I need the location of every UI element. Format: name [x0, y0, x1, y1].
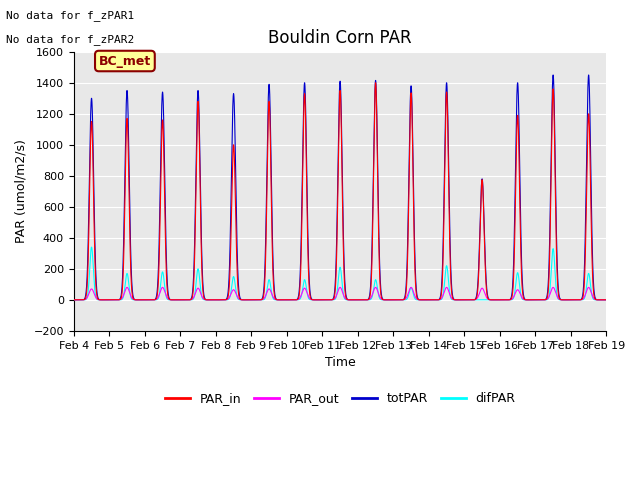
X-axis label: Time: Time [324, 356, 355, 369]
Y-axis label: PAR (umol/m2/s): PAR (umol/m2/s) [15, 139, 28, 243]
Legend: PAR_in, PAR_out, totPAR, difPAR: PAR_in, PAR_out, totPAR, difPAR [159, 387, 520, 410]
Text: No data for f_zPAR1: No data for f_zPAR1 [6, 10, 134, 21]
Text: No data for f_zPAR2: No data for f_zPAR2 [6, 34, 134, 45]
Title: Bouldin Corn PAR: Bouldin Corn PAR [268, 29, 412, 48]
Text: BC_met: BC_met [99, 55, 151, 68]
